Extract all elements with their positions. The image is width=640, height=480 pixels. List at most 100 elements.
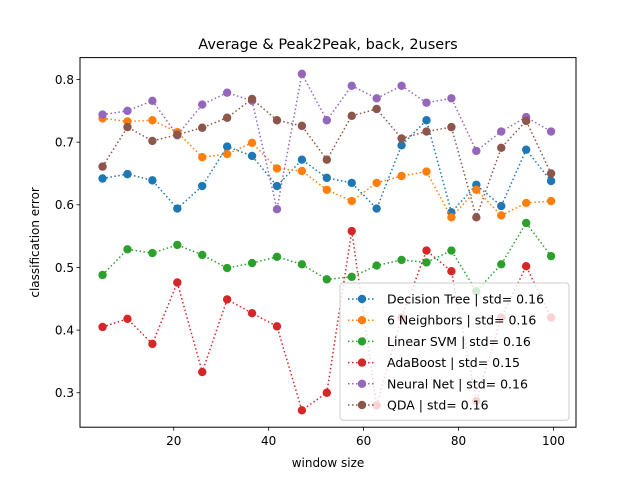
data-point — [546, 176, 556, 186]
data-point — [123, 314, 132, 324]
series-line — [102, 117, 552, 219]
y-axis: 0.3 0.4 0.5 0.6 0.7 0.8 — [55, 73, 80, 400]
data-point — [148, 339, 157, 349]
data-point — [447, 267, 456, 276]
data-point — [422, 246, 431, 255]
series-3 — [98, 218, 556, 296]
legend-item: AdaBoost | std= 0.15 — [348, 355, 520, 370]
data-point — [247, 308, 257, 318]
data-point — [98, 270, 107, 280]
data-point — [397, 141, 406, 150]
legend-marker — [357, 337, 367, 346]
data-point — [447, 246, 456, 255]
data-point — [347, 196, 356, 206]
legend-item: Decision Tree | std= 0.16 — [348, 292, 544, 307]
data-point — [123, 245, 132, 254]
data-point — [472, 185, 481, 194]
data-point — [272, 181, 282, 191]
series-1 — [98, 116, 556, 217]
data-point — [297, 155, 307, 164]
legend-item: 6 Neighbors | std= 0.16 — [348, 313, 536, 328]
data-point — [148, 96, 157, 106]
data-point — [447, 213, 456, 222]
x-tick-label: 100 — [542, 434, 565, 448]
data-point — [98, 322, 107, 332]
legend-item: QDA | std= 0.16 — [348, 398, 489, 413]
legend-marker — [357, 358, 367, 367]
y-axis-label: classification error — [28, 187, 42, 298]
legend-marker — [357, 294, 367, 304]
data-point — [247, 138, 257, 147]
data-point — [222, 295, 232, 304]
data-point — [272, 252, 282, 262]
legend-label: AdaBoost | std= 0.15 — [387, 355, 520, 370]
data-point — [521, 262, 531, 271]
data-point — [322, 388, 332, 397]
x-axis: 20 40 60 80 100 — [166, 427, 565, 448]
data-point — [472, 213, 481, 222]
data-point — [322, 155, 332, 164]
data-point — [422, 167, 431, 176]
data-point — [98, 162, 107, 171]
data-point — [247, 258, 257, 268]
data-point — [397, 171, 406, 181]
data-point — [422, 258, 431, 267]
data-point — [222, 263, 232, 273]
data-point — [447, 122, 456, 132]
data-point — [372, 94, 381, 103]
data-point — [422, 127, 431, 136]
data-point — [173, 130, 182, 139]
data-point — [497, 143, 506, 153]
legend-label: 6 Neighbors | std= 0.16 — [387, 313, 536, 328]
data-point — [198, 123, 207, 132]
data-point — [347, 226, 356, 236]
data-point — [297, 406, 307, 415]
data-point — [148, 116, 157, 125]
data-point — [347, 111, 356, 121]
data-point — [173, 204, 182, 213]
data-point — [347, 81, 356, 90]
data-point — [397, 255, 406, 265]
data-point — [497, 127, 506, 136]
data-point — [98, 174, 107, 183]
data-point — [546, 251, 556, 261]
data-point — [322, 116, 332, 125]
data-point — [198, 367, 207, 377]
series-5 — [98, 69, 556, 214]
data-point — [472, 146, 481, 156]
legend-label: Decision Tree | std= 0.16 — [387, 292, 544, 307]
data-point — [546, 127, 556, 136]
data-point — [372, 178, 381, 188]
data-point — [98, 110, 107, 119]
data-point — [422, 116, 431, 125]
data-point — [322, 173, 332, 183]
data-point — [148, 248, 157, 258]
legend: Decision Tree | std= 0.16 6 Neighbors | s… — [339, 282, 570, 421]
data-point — [198, 181, 207, 191]
data-point — [397, 81, 406, 90]
data-point — [347, 178, 356, 188]
data-point — [297, 166, 307, 176]
y-tick-label: 0.3 — [55, 386, 74, 400]
data-point — [372, 204, 381, 213]
data-point — [198, 100, 207, 109]
data-point — [546, 169, 556, 178]
data-point — [123, 106, 132, 116]
chart-title: Average & Peak2Peak, back, 2users — [198, 37, 457, 53]
legend-box — [339, 282, 570, 421]
data-point — [497, 201, 506, 211]
data-point — [173, 278, 182, 287]
plot-frame — [79, 57, 577, 428]
data-point — [297, 69, 307, 79]
legend-label: QDA | std= 0.16 — [387, 398, 489, 413]
data-point — [198, 153, 207, 162]
series-2 — [98, 114, 556, 222]
data-point — [422, 98, 431, 107]
data-point — [123, 169, 132, 179]
legend-item: Linear SVM | std= 0.16 — [348, 334, 531, 349]
data-point — [372, 104, 381, 114]
y-tick-label: 0.8 — [55, 73, 74, 87]
data-point — [521, 218, 531, 228]
data-point — [372, 261, 381, 270]
data-point — [497, 260, 506, 269]
